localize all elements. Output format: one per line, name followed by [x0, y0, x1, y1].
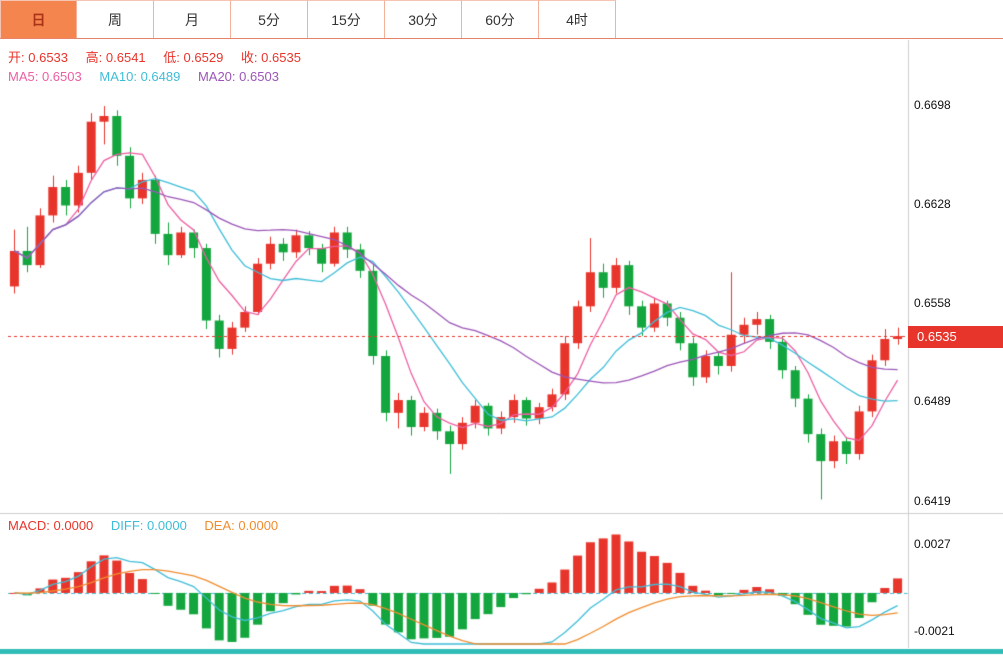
- open-label: 开:: [8, 50, 25, 65]
- close-label: 收:: [240, 50, 258, 65]
- open-value: 0.6533: [28, 50, 69, 65]
- macd-axis-tick-2: -0.0021: [914, 624, 955, 638]
- ma10-label: MA10:: [99, 69, 137, 84]
- ma5-value: 0.6503: [41, 69, 82, 84]
- tab-30min[interactable]: 30分: [385, 0, 462, 38]
- tab-4hour[interactable]: 4时: [539, 0, 616, 38]
- high-label: 高:: [85, 50, 103, 65]
- tab-weekly[interactable]: 周: [77, 0, 154, 38]
- ohlc-readout: 开: 0.6533 高: 0.6541 低: 0.6529 收: 0.6535: [8, 47, 315, 66]
- price-axis-tick-2: 0.6628: [914, 197, 951, 211]
- dea-value: 0.0000: [238, 518, 279, 533]
- dea-value-readout: DEA: 0.0000: [204, 518, 278, 533]
- low-label: 低:: [163, 50, 180, 65]
- price-axis-tick-4: 0.6489: [914, 394, 951, 408]
- diff-value-readout: DIFF: 0.0000: [111, 518, 187, 533]
- tab-15min[interactable]: 15分: [308, 0, 385, 38]
- high-readout: 高: 0.6541: [86, 50, 146, 65]
- macd-label: MACD:: [8, 518, 50, 533]
- dea-label: DEA:: [204, 518, 235, 533]
- high-value: 0.6541: [105, 50, 146, 65]
- close-readout: 收: 0.6535: [241, 50, 301, 65]
- ma-readout: MA5: 0.6503 MA10: 0.6489 MA20: 0.6503: [8, 69, 293, 84]
- ma5-label: MA5:: [8, 69, 39, 84]
- tab-daily[interactable]: 日: [0, 0, 77, 38]
- tab-monthly[interactable]: 月: [154, 0, 231, 38]
- ma5-readout: MA5: 0.6503: [8, 69, 82, 84]
- price-axis-tick-3: 0.6558: [914, 296, 951, 310]
- macd-value: 0.0000: [53, 518, 94, 533]
- tab-5min[interactable]: 5分: [231, 0, 308, 38]
- macd-value-readout: MACD: 0.0000: [8, 518, 93, 533]
- macd-axis-tick-1: 0.0027: [914, 537, 951, 551]
- ma10-readout: MA10: 0.6489: [99, 69, 180, 84]
- ma20-label: MA20:: [197, 69, 236, 84]
- ma20-value: 0.6503: [239, 69, 279, 84]
- price-axis-tick-5: 0.6419: [914, 494, 951, 508]
- close-value: 0.6535: [261, 50, 301, 65]
- tab-60min[interactable]: 60分: [462, 0, 539, 38]
- low-value: 0.6529: [183, 50, 224, 65]
- diff-value: 0.0000: [147, 518, 187, 533]
- timeframe-tabbar: 日 周 月 5分 15分 30分 60分 4时: [0, 0, 1003, 39]
- ma10-value: 0.6489: [140, 69, 181, 84]
- ma20-readout: MA20: 0.6503: [198, 69, 279, 84]
- open-readout: 开: 0.6533: [8, 50, 68, 65]
- diff-label: DIFF:: [110, 518, 144, 533]
- low-readout: 低: 0.6529: [163, 50, 223, 65]
- current-price-tag: 0.6535: [908, 325, 1003, 348]
- price-axis-tick-1: 0.6698: [914, 98, 951, 112]
- macd-readout: MACD: 0.0000 DIFF: 0.0000 DEA: 0.0000: [8, 518, 292, 533]
